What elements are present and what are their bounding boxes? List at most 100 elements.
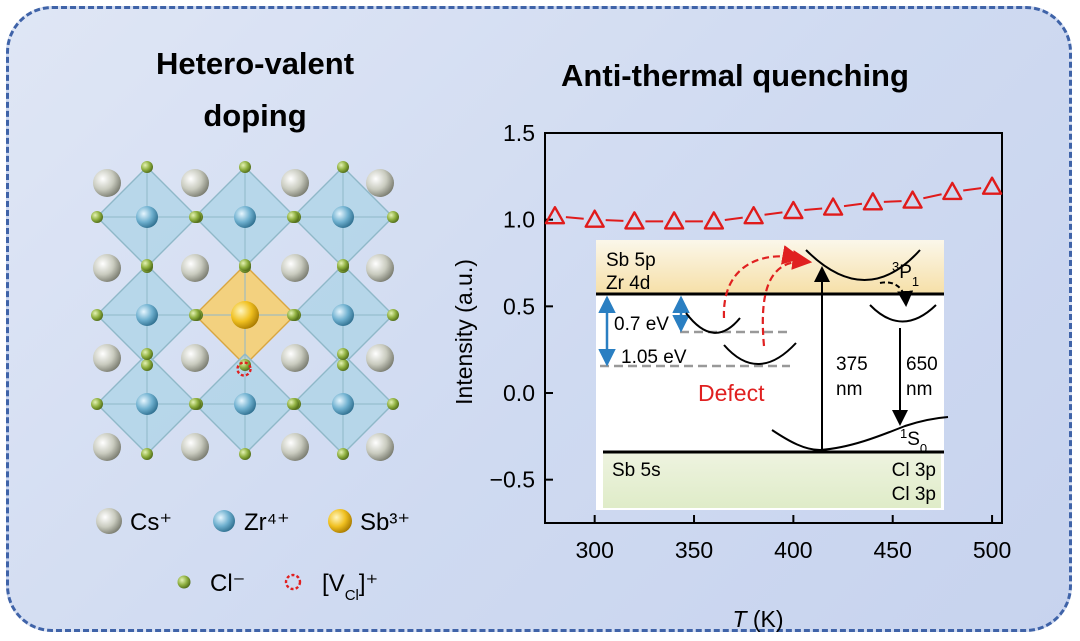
legend-sb-sphere <box>328 509 352 533</box>
y-tick-label: 1.5 <box>503 120 535 146</box>
cl-ion <box>337 448 349 460</box>
cs-ion <box>93 254 121 282</box>
x-tick-label: 450 <box>874 537 912 563</box>
cs-ion <box>181 254 209 282</box>
cl3p-label-upper: Cl 3p <box>892 460 936 481</box>
energy-level-inset: Sb 5p Zr 4d 0.7 eV 1.05 eV Defect 3P1 1S… <box>596 240 949 510</box>
zr-ion <box>136 304 158 326</box>
defect-well-shallow <box>685 312 741 334</box>
sb5p-label: Sb 5p <box>606 250 656 271</box>
cl-ion <box>239 448 251 460</box>
cl-ion <box>387 309 399 321</box>
x-tick-label: 300 <box>575 537 613 563</box>
data-point-triangle <box>981 176 1003 195</box>
legend-cs-label: Cs⁺ <box>130 509 172 536</box>
cs-ion <box>181 169 209 197</box>
cl-ion <box>189 211 201 223</box>
cl-ion <box>387 211 399 223</box>
cl-ion <box>287 398 299 410</box>
emission-value: 650 <box>906 354 938 375</box>
data-point-triangle <box>584 209 605 228</box>
cl-ion <box>337 161 349 173</box>
thermal-release-arrow-deep <box>761 250 813 347</box>
data-point-triangle <box>822 197 844 216</box>
zr-ion <box>136 206 158 228</box>
cl-ion <box>189 309 201 321</box>
cl-ion <box>387 398 399 410</box>
cl-ion <box>337 259 349 271</box>
left-title-line1: Hetero-valent <box>155 46 355 81</box>
valence-band <box>603 452 941 508</box>
series-connector <box>883 200 902 203</box>
cl-ion <box>141 259 153 271</box>
sb5s-label: Sb 5s <box>612 460 661 481</box>
cs-ion <box>366 344 394 372</box>
legend-zr-label: Zr⁴⁺ <box>244 509 290 536</box>
cl-ion <box>91 398 103 410</box>
cs-ion <box>366 254 394 282</box>
ground-state-curve <box>771 416 949 452</box>
legend-cl-sphere <box>177 575 191 589</box>
cs-ion <box>181 344 209 372</box>
conduction-band <box>596 240 944 295</box>
cs-ion <box>181 433 209 461</box>
series-connector <box>843 202 863 208</box>
cl-ion <box>141 448 153 460</box>
y-tick-label: 0.0 <box>503 380 535 406</box>
series-connector-lines <box>565 187 982 223</box>
cs-ion <box>93 433 121 461</box>
data-point-triangle <box>743 205 764 225</box>
shallow-energy-label: 0.7 eV <box>614 314 669 335</box>
absorption-value: 375 <box>836 354 868 375</box>
cl-ion <box>141 348 153 360</box>
cs-ion <box>93 344 121 372</box>
zr-ion <box>332 206 354 228</box>
excited-state-curve <box>805 249 921 281</box>
zr-ion <box>234 206 256 228</box>
cs-ion-layer <box>93 169 394 461</box>
y-axis-label: Intensity (a.u.) <box>451 259 477 405</box>
ground-state-label: 1S0 <box>900 426 927 456</box>
legend-cs-sphere <box>96 508 122 534</box>
x-axis-label: T (K) <box>732 606 783 632</box>
cs-ion <box>93 169 121 197</box>
cl-ion <box>287 211 299 223</box>
plot-frame <box>544 132 1003 524</box>
y-tick-label: 1.0 <box>503 207 535 233</box>
cs-ion <box>281 169 309 197</box>
zr4d-label: Zr 4d <box>606 273 650 294</box>
data-point-triangle <box>783 200 804 220</box>
series-connector <box>605 219 624 222</box>
x-tick-label: 400 <box>774 537 812 563</box>
cl-ion <box>337 359 349 371</box>
cl-ion <box>337 348 349 360</box>
relaxation-arrow <box>879 281 914 307</box>
zr-ion <box>332 393 354 415</box>
zr-ion <box>234 393 256 415</box>
defect-label: Defect <box>698 380 765 406</box>
y-tick-label: −0.5 <box>490 467 535 493</box>
axis-ticks <box>545 132 994 523</box>
data-point-triangle <box>862 192 884 211</box>
cl-ion-layer <box>91 161 399 460</box>
legend-vacancy-label: [VCl]⁺ <box>322 570 378 604</box>
cl-ion <box>91 309 103 321</box>
relaxed-excited-curve <box>869 304 937 323</box>
zr-ion <box>136 393 158 415</box>
legend-zr-sphere <box>213 510 235 532</box>
x-tick-label: 350 <box>675 537 713 563</box>
cl-ion <box>91 211 103 223</box>
axis-tick-labels: 300 350 400 450 500 1.5 1.0 0.5 0.0 −0.5 <box>490 120 1012 563</box>
cl-ion <box>141 359 153 371</box>
legend-sb-label: Sb³⁺ <box>360 509 410 536</box>
series-connector <box>565 216 584 220</box>
zr-ion <box>332 304 354 326</box>
y-tick-label: 0.5 <box>503 293 535 319</box>
excited-state-label: 3P1 <box>892 259 919 289</box>
cs-ion <box>281 433 309 461</box>
cl-ion <box>189 398 201 410</box>
cl-ion <box>239 259 251 271</box>
